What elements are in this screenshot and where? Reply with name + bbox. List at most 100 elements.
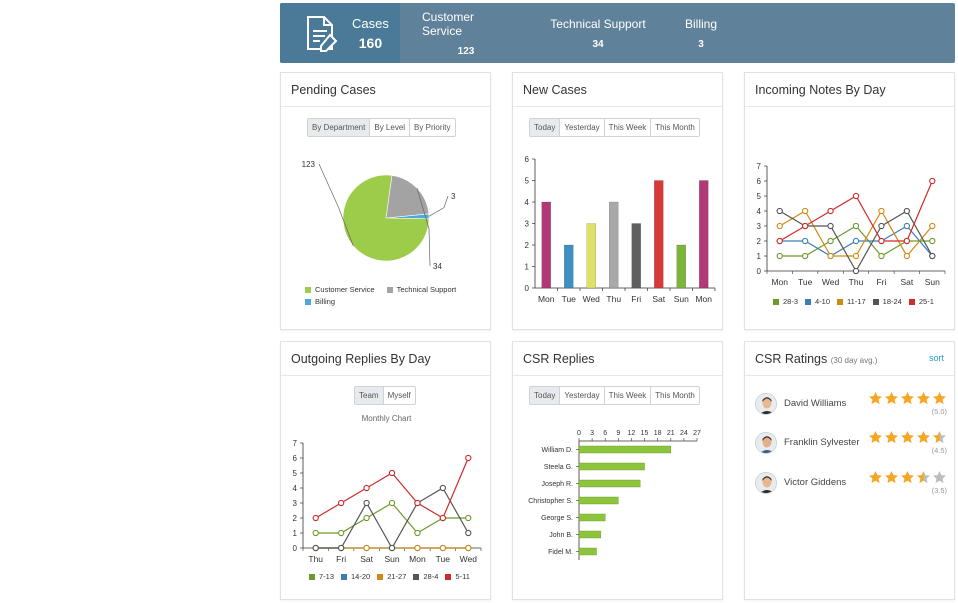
outgoing-replies-line-chart: 0 1 2 3 4 5 6 7 Thu Fri Sat Sun Mon Tue Wed [293,439,482,564]
y-tick-label: Fidel M. [548,549,573,556]
x-tick-label: 15 [641,430,649,437]
legend-item: 7-13 [309,572,334,581]
star-rating [867,470,947,485]
csr-replies-tabs: Today Yesterday This Week This Month [529,386,700,405]
tab-team[interactable]: Team [355,387,384,404]
stat-billing[interactable]: Billing 3 [678,3,724,63]
legend-swatch [805,298,812,305]
legend-label: 18-24 [882,297,902,306]
x-tick-label: 21 [667,430,675,437]
rating-row[interactable]: Victor Giddens (3.5) [755,470,947,504]
tab-by-department[interactable]: By Department [308,119,371,136]
x-tick-label: 6 [603,430,607,437]
tab-by-level[interactable]: By Level [370,119,411,136]
x-tick-label: Sun [384,554,399,564]
legend-item: Technical Support [386,285,457,294]
legend-swatch [305,298,311,305]
legend-label: Technical Support [396,285,457,294]
legend-item: 28-3 [773,297,798,306]
y-tick-label: 2 [293,514,298,523]
incoming-legend: 28-3 4-10 11-17 18-24 25-1 [773,297,953,306]
tab-by-priority[interactable]: By Priority [414,123,451,132]
y-tick-label: Joseph R. [541,481,573,488]
tab-yesterday[interactable]: Yesterday [560,119,605,136]
legend-item: Customer Service [305,285,375,294]
avatar [755,472,777,494]
legend-swatch [377,573,384,580]
stat-customer-service[interactable]: Customer Service 123 [422,3,510,63]
pending-pie-chart: 123 34 3 [302,160,456,271]
data-point [414,529,421,537]
new-cases-bar-chart: 0 1 2 3 4 5 6 Mon Tue Wed Thu Fri Sat Sun Mon [525,155,716,304]
sort-link[interactable]: sort [928,353,944,363]
panel-title: Pending Cases [291,83,376,97]
x-tick-label: Tue [436,554,451,564]
tab-today[interactable]: Today [530,387,561,404]
bar [578,462,645,471]
legend-swatch [837,298,844,305]
tab-this-week[interactable]: This Week [605,387,652,404]
bar [699,180,709,289]
x-tick-label: Mon [771,277,788,287]
rating-row[interactable]: Franklin Sylvester (4.5) [755,430,947,464]
y-tick-label: 1 [293,529,298,538]
data-point [801,222,809,230]
tab-myself[interactable]: Myself [387,391,411,400]
tab-this-month[interactable]: This Month [655,391,695,400]
divider [281,106,490,107]
y-tick-label: 4 [293,484,298,493]
outgoing-replies-panel: Outgoing Replies By Day Team Myself Mont… [280,341,491,600]
ratings-title: CSR Ratings [755,352,828,366]
legend-swatch [445,573,452,580]
stat-technical-support[interactable]: Technical Support 34 [548,3,648,63]
legend-label: Customer Service [315,285,375,294]
y-tick-label: 1 [757,252,762,261]
legend-label: 11-17 [847,297,866,306]
legend-label: 7-13 [319,572,335,581]
avatar-image [756,433,776,453]
rating-score: (5.0) [931,407,947,416]
y-tick-label: 5 [293,469,298,478]
data-point [929,237,936,245]
legend-label: Billing [315,297,336,306]
y-tick-label: 0 [757,267,762,276]
data-point [827,237,834,245]
data-point [929,222,936,230]
chart-caption: Monthly Chart [361,414,412,423]
y-tick-label: 3 [757,222,762,231]
star-icon [917,470,930,484]
tab-this-week[interactable]: This Week [605,119,652,136]
tab-this-month[interactable]: This Month [655,123,695,132]
cases-summary[interactable]: Cases 160 [280,3,400,63]
y-tick-label: 7 [293,439,298,448]
stat-value: 3 [698,38,704,50]
x-tick-label: 24 [680,430,688,437]
star-icon [901,430,914,444]
x-tick-label: Wed [583,294,601,304]
data-point [852,267,860,275]
csr-name: Victor Giddens [784,477,847,488]
bar [578,496,619,505]
new-cases-panel: New Cases Today Yesterday This Week This… [512,72,723,330]
data-point [363,544,370,552]
x-tick-label: 9 [616,430,620,437]
rating-row[interactable]: David Williams (5.0) [755,391,947,425]
y-tick-label: 0 [293,544,298,553]
data-point [337,529,345,537]
divider [513,106,722,107]
bar [578,513,606,522]
legend-swatch [872,298,879,305]
new-cases-tabs: Today Yesterday This Week This Month [529,118,700,137]
tab-yesterday[interactable]: Yesterday [560,387,605,404]
data-point [363,499,370,507]
x-tick-label: Mon [538,294,555,304]
y-tick-label: 4 [525,198,530,207]
stat-label: Billing [684,16,717,31]
tab-today[interactable]: Today [530,119,561,136]
data-point [852,192,860,200]
legend-label: 21-27 [387,572,407,581]
data-point [801,207,809,215]
star-icon [933,391,946,405]
data-point [312,529,319,537]
data-point [414,544,421,552]
